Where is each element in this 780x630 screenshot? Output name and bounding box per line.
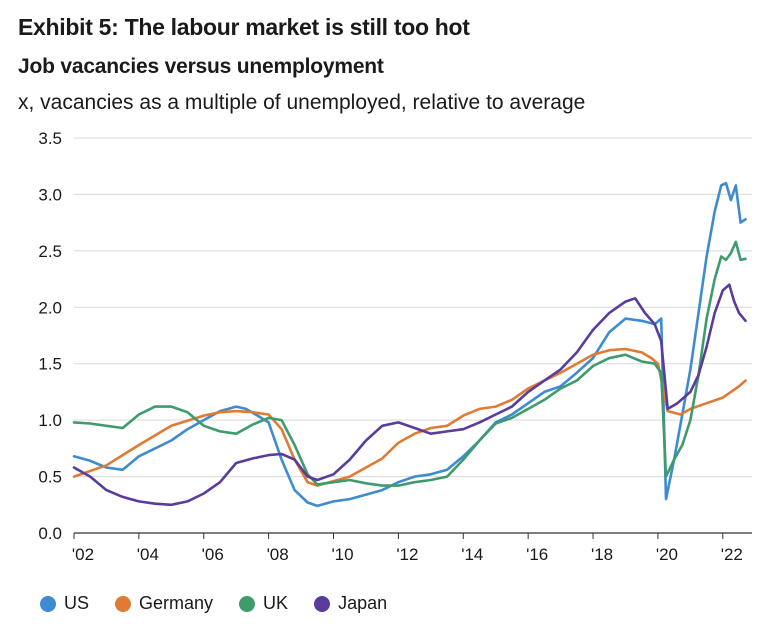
x-tick-label: '14 <box>461 545 483 564</box>
x-tick-label: '08 <box>267 545 289 564</box>
x-tick-label: '04 <box>137 545 159 564</box>
x-tick-label: '06 <box>202 545 224 564</box>
y-tick-label: 1.5 <box>38 355 62 374</box>
legend-item-japan: Japan <box>314 593 387 614</box>
y-tick-label: 1.0 <box>38 411 62 430</box>
x-axis-labels: '02 '04 '06 '08 '10 '12 '14 '16 '18 '20 '22 <box>72 545 743 564</box>
series-line-germany <box>72 347 747 487</box>
legend: US Germany UK Japan <box>40 593 387 614</box>
y-tick-label: 2.0 <box>38 298 62 317</box>
series-line-uk <box>72 240 747 487</box>
chart-title: Job vacancies versus unemployment <box>18 55 384 78</box>
legend-swatch-uk <box>239 595 256 612</box>
x-tick-label: '18 <box>591 545 613 564</box>
y-tick-label: 0.5 <box>38 468 62 487</box>
legend-swatch-germany <box>115 595 132 612</box>
x-tick-label: '16 <box>526 545 548 564</box>
legend-item-us: US <box>40 593 89 614</box>
y-tick-label: 2.5 <box>38 242 62 261</box>
legend-label-uk: UK <box>263 593 289 613</box>
legend-label-us: US <box>64 593 90 613</box>
y-tick-label: 3.5 <box>38 129 62 148</box>
line-chart: 0.0 0.5 1.0 1.5 2.0 2.5 3.0 3.5 '02 '04 '06 '08 '10… <box>38 129 752 564</box>
legend-swatch-japan <box>314 595 331 612</box>
x-tick-label: '10 <box>331 545 353 564</box>
legend-swatch-us <box>40 595 56 612</box>
x-tick-label: '20 <box>656 545 678 564</box>
y-tick-label: 3.0 <box>38 185 62 204</box>
y-axis-labels: 0.0 0.5 1.0 1.5 2.0 2.5 3.0 3.5 <box>38 129 62 543</box>
series-line-us <box>72 181 747 508</box>
legend-item-germany: Germany <box>115 593 213 614</box>
x-tick-label: '22 <box>721 545 743 564</box>
series-lines <box>72 181 747 508</box>
chart-subtitle: x, vacancies as a multiple of unemployed… <box>18 91 586 114</box>
legend-item-uk: UK <box>239 593 288 614</box>
y-tick-label: 0.0 <box>38 524 62 543</box>
series-line-japan <box>72 283 747 507</box>
x-tick-label: '12 <box>396 545 418 564</box>
gridlines <box>74 137 752 478</box>
legend-label-japan: Japan <box>338 593 388 613</box>
exhibit-title: Exhibit 5: The labour market is still to… <box>18 14 470 40</box>
legend-label-germany: Germany <box>139 593 214 613</box>
x-axis-ticks <box>73 533 724 539</box>
x-tick-label: '02 <box>72 545 94 564</box>
